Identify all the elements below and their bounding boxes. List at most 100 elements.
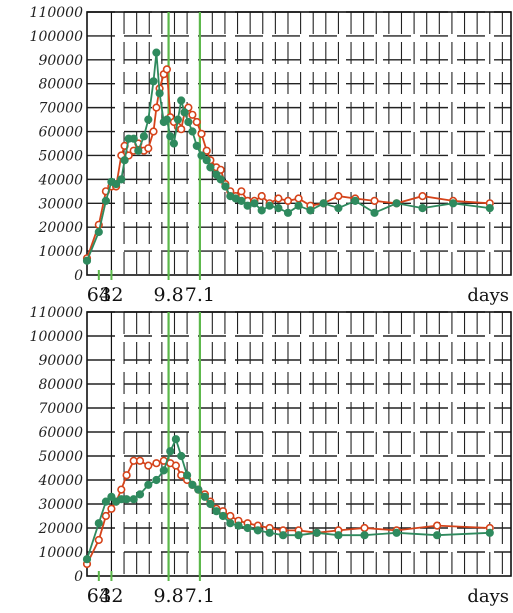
- data-point: [82, 555, 92, 564]
- data-point: [144, 461, 153, 470]
- data-point: [485, 204, 494, 213]
- data-point: [212, 170, 221, 179]
- data-point: [306, 206, 315, 215]
- x-unit-label: days: [467, 586, 509, 607]
- data-point: [257, 206, 266, 215]
- x-tick-label: 9.8: [153, 585, 183, 607]
- data-point: [180, 108, 189, 117]
- data-point: [197, 129, 206, 138]
- data-point: [360, 531, 369, 540]
- x-tick-label: 32: [99, 284, 123, 306]
- data-point: [188, 110, 197, 119]
- data-point: [192, 141, 201, 150]
- data-point: [370, 208, 379, 217]
- data-point: [226, 511, 235, 521]
- data-point: [334, 192, 343, 201]
- y-tick-label: 0: [74, 569, 83, 585]
- plot-frame: [86, 11, 512, 276]
- data-point: [135, 456, 145, 465]
- x-unit-label: days: [467, 285, 509, 306]
- x-tick-label: 64: [87, 585, 111, 607]
- data-point: [94, 227, 103, 237]
- y-tick-label: 90000: [38, 353, 83, 369]
- data-point: [111, 180, 121, 189]
- data-point: [216, 175, 225, 184]
- series-2: [82, 48, 494, 265]
- data-point: [152, 475, 161, 485]
- y-tick-label: 70000: [38, 101, 83, 117]
- data-point: [144, 115, 153, 124]
- data-point: [183, 471, 192, 480]
- data-point: [218, 511, 228, 521]
- data-point: [312, 528, 321, 537]
- data-point: [177, 125, 186, 134]
- data-point: [237, 187, 246, 196]
- data-point: [283, 208, 293, 217]
- data-point: [243, 201, 252, 210]
- data-point: [134, 146, 143, 155]
- data-point: [237, 196, 246, 205]
- y-tick-label: 50000: [38, 148, 83, 164]
- y-tick-label: 50000: [38, 449, 83, 465]
- data-point: [192, 117, 201, 127]
- data-point: [171, 461, 180, 470]
- data-point: [101, 196, 110, 205]
- chart-panel-1: 0 10000 20000 30000 40000 50000 60000 70000 8000…: [30, 5, 512, 306]
- chart-panel-2: 0 10000 20000 30000 40000 50000 60000 70000 8000…: [30, 305, 512, 607]
- data-point: [418, 192, 427, 201]
- data-point: [294, 194, 303, 203]
- data-point: [370, 196, 379, 205]
- data-point: [171, 435, 180, 444]
- data-point: [162, 65, 171, 74]
- data-point: [202, 146, 211, 155]
- data-point: [253, 526, 262, 535]
- x-tick-label: 32: [99, 585, 123, 607]
- data-point: [162, 115, 171, 124]
- y-tick-label: 70000: [38, 401, 83, 417]
- data-point: [177, 451, 186, 461]
- data-point: [283, 196, 293, 205]
- data-point: [144, 480, 153, 489]
- y-tick-label: 40000: [37, 172, 83, 188]
- data-point: [257, 192, 266, 201]
- data-point: [243, 523, 252, 533]
- y-tick-label: 20000: [37, 220, 83, 236]
- data-point: [334, 204, 343, 213]
- y-tick-label: 10000: [38, 244, 83, 260]
- data-point: [197, 151, 206, 160]
- y-tick-label: 10000: [38, 545, 83, 561]
- data-point: [433, 521, 442, 530]
- data-point: [122, 471, 131, 480]
- data-point: [177, 96, 186, 105]
- data-point: [144, 144, 153, 153]
- y-tick-label: 90000: [38, 53, 83, 69]
- x-tick-label: 64: [87, 284, 111, 306]
- data-point: [265, 528, 274, 537]
- data-point: [319, 199, 328, 208]
- data-point: [265, 201, 274, 210]
- data-point: [250, 199, 259, 208]
- y-tick-label: 40000: [37, 473, 83, 489]
- data-point: [152, 459, 161, 468]
- y-tick-label: 100000: [30, 329, 84, 345]
- data-point: [169, 139, 178, 148]
- x-tick-label: 7.1: [185, 585, 215, 607]
- data-point: [226, 519, 235, 528]
- data-point: [392, 199, 401, 208]
- data-point: [418, 204, 427, 213]
- data-point: [122, 495, 131, 504]
- y-tick-label: 110000: [30, 305, 84, 321]
- data-point: [107, 504, 116, 513]
- y-tick-label: 80000: [38, 377, 83, 393]
- plot-frame: [86, 311, 512, 577]
- data-point: [166, 447, 175, 456]
- data-point: [274, 194, 283, 203]
- data-point: [392, 528, 401, 537]
- data-point: [173, 115, 182, 124]
- data-point: [216, 165, 225, 174]
- data-point: [129, 134, 138, 143]
- data-point: [274, 204, 283, 213]
- data-point: [360, 523, 369, 533]
- data-point: [117, 175, 126, 184]
